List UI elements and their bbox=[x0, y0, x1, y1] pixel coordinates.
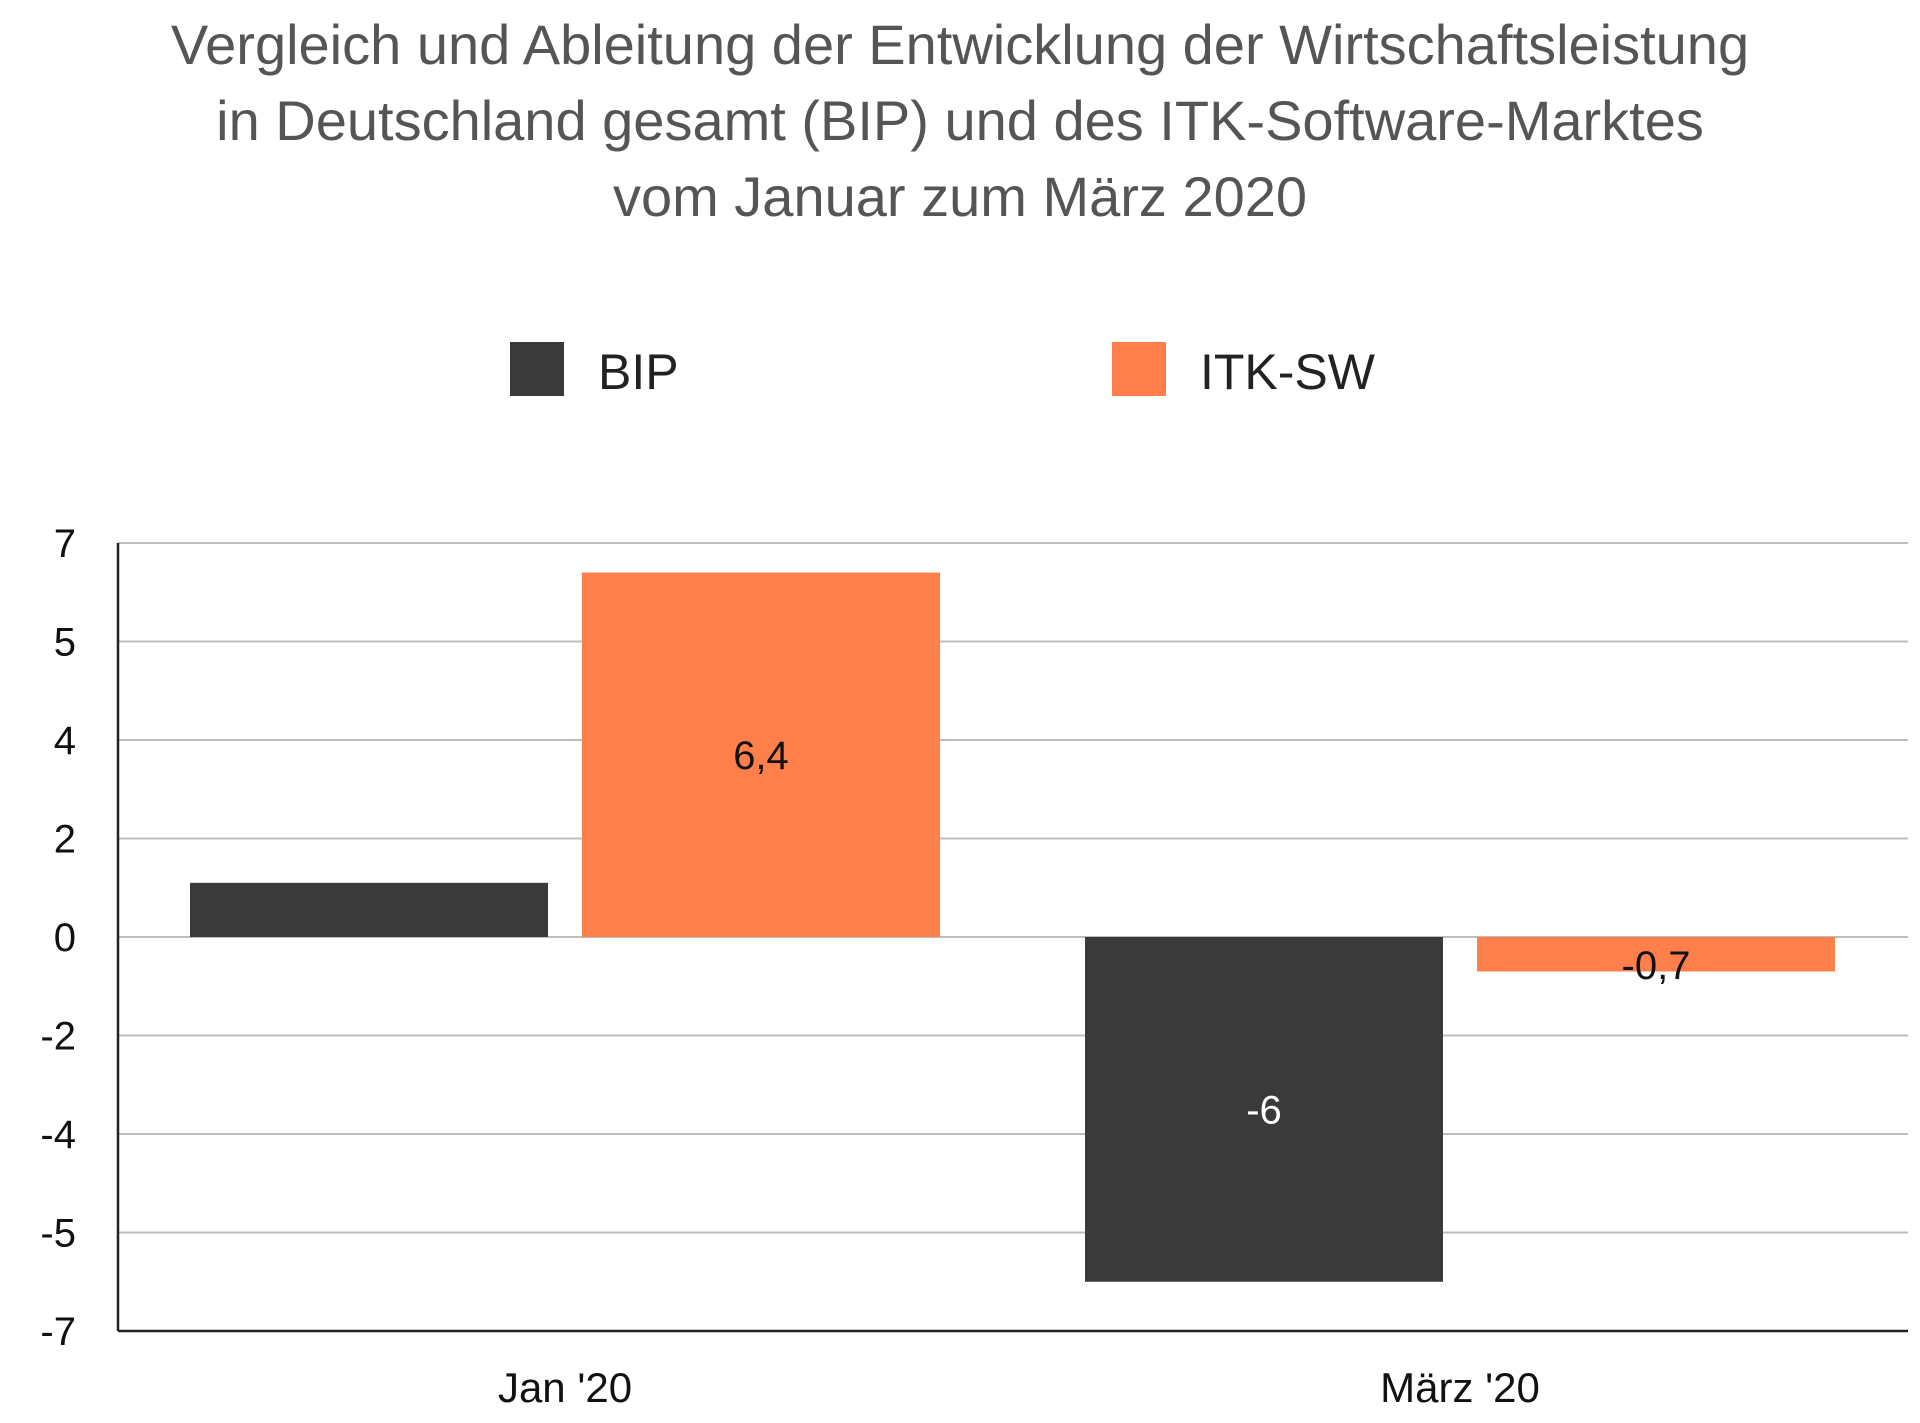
bar-itk-sw-2 bbox=[1477, 937, 1835, 972]
chart-title-line-1: Vergleich und Ableitung der Entwicklung … bbox=[171, 13, 1749, 76]
y-tick-label: -5 bbox=[40, 1212, 76, 1256]
bar-value-labels: 1,1 6,4 -6 -0,7 bbox=[341, 734, 1690, 1133]
bar-bip-2 bbox=[1085, 937, 1443, 1282]
bar-value-label: 6,4 bbox=[733, 734, 789, 778]
x-category-label: Jan '20 bbox=[498, 1364, 632, 1411]
bar-value-label: 1,1 bbox=[341, 944, 397, 988]
legend-label-itk-sw: ITK-SW bbox=[1200, 344, 1376, 400]
x-category-label: März '20 bbox=[1380, 1364, 1540, 1411]
y-tick-label: -7 bbox=[40, 1310, 76, 1354]
y-tick-label: -4 bbox=[40, 1113, 76, 1157]
chart-title-line-3: vom Januar zum März 2020 bbox=[613, 165, 1307, 228]
y-tick-label: 7 bbox=[54, 522, 76, 566]
legend-label-bip: BIP bbox=[598, 344, 679, 400]
legend-swatch-itk-sw bbox=[1112, 342, 1166, 396]
chart-title-line-2: in Deutschland gesamt (BIP) und des ITK-… bbox=[216, 89, 1704, 152]
bar-itk-sw-1 bbox=[582, 572, 940, 937]
y-tick-label: 2 bbox=[54, 818, 76, 862]
bar-value-label: -6 bbox=[1246, 1088, 1282, 1132]
bar-value-label: -0,7 bbox=[1622, 944, 1691, 988]
y-tick-label: -2 bbox=[40, 1015, 76, 1059]
axes bbox=[116, 543, 1908, 1333]
x-axis-category-labels: Jan '20 März '20 bbox=[498, 1364, 1540, 1411]
legend-swatch-bip bbox=[510, 342, 564, 396]
legend: BIP ITK-SW bbox=[510, 342, 1376, 400]
chart-title: Vergleich und Ableitung der Entwicklung … bbox=[171, 13, 1749, 228]
y-tick-label: 4 bbox=[54, 719, 76, 763]
bars bbox=[190, 572, 1835, 1282]
y-tick-label: 0 bbox=[54, 916, 76, 960]
y-axis-tick-labels: 7 5 4 2 0 -2 -4 -5 -7 bbox=[40, 522, 76, 1354]
bar-bip-1 bbox=[190, 882, 548, 937]
y-tick-label: 5 bbox=[54, 621, 76, 665]
